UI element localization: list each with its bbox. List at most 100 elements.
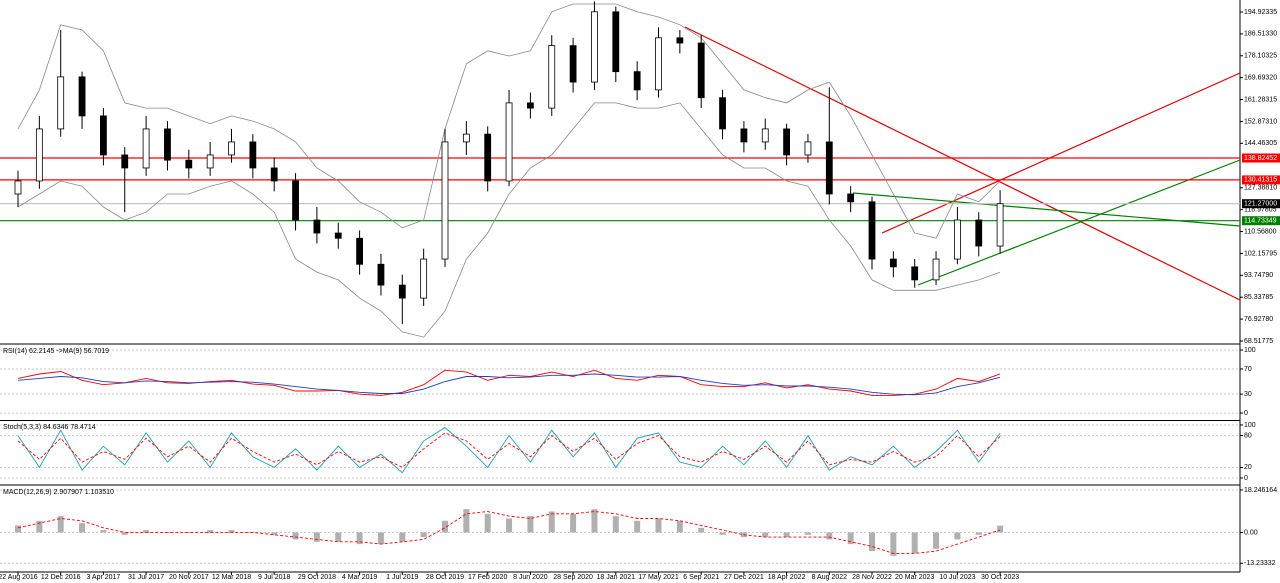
histogram-bar bbox=[869, 532, 875, 552]
y-tick-label: 85.33785 bbox=[1244, 294, 1273, 301]
histogram-bar bbox=[377, 532, 384, 545]
trendline bbox=[917, 159, 1241, 286]
y-tick-label: 70 bbox=[1244, 366, 1252, 373]
x-tick-label: 8 Jun 2020 bbox=[513, 574, 548, 581]
candle-body bbox=[57, 76, 65, 130]
price-tag bbox=[1242, 199, 1280, 209]
x-tick-label: 17 Feb 2020 bbox=[468, 574, 507, 581]
histogram-bar bbox=[933, 532, 940, 549]
x-tick-label: 18 Apr 2022 bbox=[768, 574, 806, 581]
histogram-bar bbox=[185, 532, 192, 533]
y-tick-label: 127.38810 bbox=[1244, 185, 1277, 192]
histogram-bar bbox=[36, 520, 43, 533]
x-tick-label: 29 Oct 2018 bbox=[298, 574, 336, 581]
candle-body bbox=[164, 128, 171, 161]
y-tick-label: 20 bbox=[1244, 464, 1252, 471]
y-tick-label: 18.246164 bbox=[1244, 487, 1277, 494]
indicator-line bbox=[17, 373, 1001, 396]
candle-body bbox=[398, 284, 406, 299]
x-tick-label: 18 Jan 2021 bbox=[597, 574, 636, 581]
panel-title: RSI(14) 62.2145 ->MA(9) 56.7019 bbox=[3, 348, 109, 355]
bollinger-band bbox=[17, 3, 1001, 239]
candle-body bbox=[740, 128, 748, 143]
indicator-line bbox=[17, 432, 1001, 468]
y-tick-label: 100 bbox=[1244, 422, 1256, 429]
histogram-bar bbox=[79, 523, 86, 533]
candle-body bbox=[313, 219, 321, 234]
x-tick-label: 12 Mar 2018 bbox=[212, 574, 251, 581]
histogram-bar bbox=[313, 532, 320, 542]
x-tick-label: 3 Apr 2017 bbox=[86, 574, 120, 581]
x-tick-label: 20 Mar 2023 bbox=[895, 574, 934, 581]
histogram-bar bbox=[826, 532, 833, 540]
candle-body bbox=[719, 97, 726, 130]
y-tick-label: 80 bbox=[1244, 432, 1252, 439]
histogram-bar bbox=[975, 532, 982, 535]
y-tick-label: 152.87310 bbox=[1244, 118, 1277, 125]
x-tick-label: 30 Oct 2023 bbox=[981, 574, 1019, 581]
trendline bbox=[684, 26, 1241, 301]
candle-body bbox=[14, 180, 22, 195]
candle-body bbox=[484, 133, 492, 182]
candle-body bbox=[462, 133, 470, 143]
histogram-bar bbox=[890, 532, 897, 556]
candle-body bbox=[121, 154, 129, 169]
y-tick-label: 186.51330 bbox=[1244, 31, 1277, 38]
panel-title: MACD(12,26,9) 2.907907 1.103510 bbox=[3, 489, 114, 496]
histogram-bar bbox=[634, 520, 641, 533]
trendline bbox=[881, 72, 1241, 234]
histogram-bar bbox=[143, 530, 150, 533]
histogram-bar bbox=[420, 532, 427, 538]
histogram-bar bbox=[847, 532, 854, 545]
y-tick-label: 161.28315 bbox=[1244, 96, 1277, 103]
panel-frames bbox=[0, 0, 1241, 573]
histogram-bar bbox=[997, 525, 1004, 533]
candle-body bbox=[377, 263, 385, 286]
histogram-bar bbox=[100, 530, 107, 533]
candle-body bbox=[356, 237, 364, 265]
candle-body bbox=[676, 37, 684, 44]
histogram-bar bbox=[676, 520, 683, 533]
x-tick-label: 28 Sep 2020 bbox=[553, 574, 593, 581]
histogram-bar bbox=[463, 509, 470, 533]
price-tag-label: 130.41315 bbox=[1244, 177, 1277, 184]
indicator-line bbox=[17, 427, 1001, 474]
candle-body bbox=[591, 11, 598, 83]
histogram-bar bbox=[911, 532, 918, 554]
candle-body bbox=[868, 201, 876, 260]
candle-body bbox=[825, 141, 833, 195]
candle-body bbox=[78, 76, 86, 117]
candle-body bbox=[142, 128, 150, 169]
candle-body bbox=[292, 180, 299, 221]
histogram-bar bbox=[570, 513, 577, 533]
y-tick-label: 102.15795 bbox=[1244, 250, 1277, 257]
histogram-bar bbox=[228, 530, 235, 533]
candle-body bbox=[569, 45, 577, 83]
histogram-bar bbox=[655, 518, 662, 533]
candle-body bbox=[804, 141, 812, 156]
candle-body bbox=[270, 167, 278, 182]
y-tick-label: -13.23332 bbox=[1244, 560, 1276, 567]
x-tick-label: 20 Nov 2017 bbox=[169, 574, 209, 581]
candle-body bbox=[441, 141, 449, 260]
y-tick-label: 68.51775 bbox=[1244, 338, 1273, 345]
price-tag bbox=[1242, 153, 1280, 163]
y-tick-label: 100 bbox=[1244, 347, 1256, 354]
histogram-bar bbox=[719, 532, 726, 535]
x-tick-label: 6 Sep 2021 bbox=[683, 574, 719, 581]
candle-body bbox=[932, 258, 940, 281]
candle-body bbox=[889, 258, 897, 268]
candle-body bbox=[206, 154, 214, 169]
histogram-bar bbox=[442, 520, 448, 533]
histogram-bar bbox=[484, 513, 491, 533]
candle-body bbox=[527, 102, 534, 109]
y-tick-label: 178.10325 bbox=[1244, 53, 1277, 60]
price-tag-label: 121.27000 bbox=[1244, 201, 1277, 208]
candle-body bbox=[612, 11, 620, 73]
candle-body bbox=[996, 203, 1004, 247]
candle-body bbox=[228, 141, 235, 156]
histogram-bar bbox=[783, 532, 790, 538]
y-tick-label: 0 bbox=[1244, 410, 1248, 417]
